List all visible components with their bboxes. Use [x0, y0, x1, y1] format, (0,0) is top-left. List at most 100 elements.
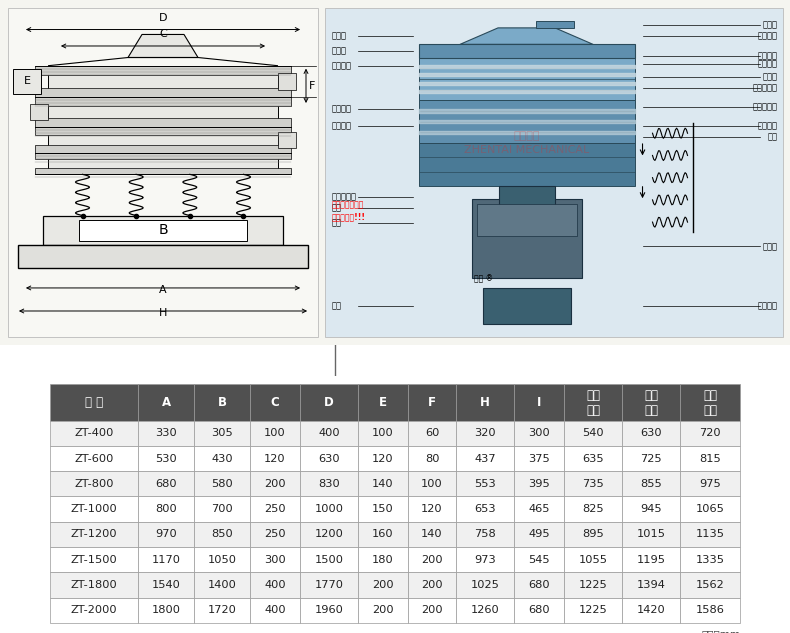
Bar — [138, 547, 194, 572]
Bar — [194, 547, 250, 572]
Bar — [514, 384, 564, 421]
Text: 800: 800 — [155, 504, 177, 514]
Bar — [456, 446, 514, 471]
Bar — [514, 471, 564, 496]
Bar — [408, 496, 456, 522]
Text: ZT-1200: ZT-1200 — [70, 529, 117, 539]
Text: F: F — [428, 396, 436, 409]
Text: 高度: 高度 — [586, 404, 600, 417]
Bar — [514, 598, 564, 623]
Bar — [194, 446, 250, 471]
Bar — [358, 496, 408, 522]
Text: 653: 653 — [474, 504, 496, 514]
Text: 1015: 1015 — [637, 529, 665, 539]
Text: ZT-1500: ZT-1500 — [70, 555, 118, 565]
Text: 运输用固定螺栓
试机时去掉!!!: 运输用固定螺栓 试机时去掉!!! — [332, 201, 366, 222]
Bar — [419, 58, 634, 100]
Text: 1800: 1800 — [152, 605, 180, 615]
Bar — [300, 471, 358, 496]
Bar — [138, 471, 194, 496]
Bar — [456, 522, 514, 547]
Bar — [472, 199, 581, 278]
Text: 305: 305 — [211, 429, 233, 438]
Text: C: C — [271, 396, 280, 409]
Text: H: H — [159, 308, 167, 318]
Bar — [138, 446, 194, 471]
Bar — [564, 384, 622, 421]
Text: 顶部框架: 顶部框架 — [332, 61, 352, 70]
Bar — [408, 547, 456, 572]
Text: ZT-400: ZT-400 — [74, 429, 114, 438]
Text: 400: 400 — [318, 429, 340, 438]
Bar — [358, 547, 408, 572]
Bar — [680, 471, 740, 496]
Bar — [194, 421, 250, 446]
Bar — [419, 44, 634, 58]
Text: 200: 200 — [372, 580, 393, 590]
Text: 200: 200 — [372, 605, 393, 615]
Polygon shape — [460, 28, 593, 44]
Text: 700: 700 — [211, 504, 233, 514]
Bar — [300, 496, 358, 522]
Text: 120: 120 — [372, 454, 393, 463]
Bar — [680, 446, 740, 471]
Bar — [514, 572, 564, 598]
Text: 140: 140 — [372, 479, 393, 489]
Text: 160: 160 — [372, 529, 393, 539]
Bar — [35, 97, 291, 106]
Bar — [300, 421, 358, 446]
Text: 200: 200 — [421, 555, 443, 565]
Text: 1335: 1335 — [695, 555, 724, 565]
Bar — [250, 547, 300, 572]
Bar — [194, 496, 250, 522]
Bar — [325, 8, 783, 337]
Text: 1720: 1720 — [208, 605, 236, 615]
Text: 1260: 1260 — [471, 605, 499, 615]
Bar — [622, 598, 680, 623]
Text: 400: 400 — [264, 580, 286, 590]
Bar — [50, 446, 138, 471]
Text: 底部框架: 底部框架 — [332, 122, 352, 130]
Bar — [408, 446, 456, 471]
Bar — [514, 496, 564, 522]
Text: 1420: 1420 — [637, 605, 665, 615]
Bar — [408, 598, 456, 623]
Text: 1135: 1135 — [695, 529, 724, 539]
Bar — [138, 496, 194, 522]
Text: 945: 945 — [640, 504, 662, 514]
Bar — [250, 446, 300, 471]
Text: 1586: 1586 — [695, 605, 724, 615]
Text: 进料口: 进料口 — [763, 20, 778, 29]
Bar — [622, 522, 680, 547]
Text: 895: 895 — [582, 529, 604, 539]
Text: 1195: 1195 — [637, 555, 665, 565]
Bar — [419, 143, 634, 186]
Bar — [8, 8, 318, 337]
Text: 120: 120 — [264, 454, 286, 463]
Bar — [300, 522, 358, 547]
Bar — [622, 547, 680, 572]
Text: 300: 300 — [264, 555, 286, 565]
Bar — [456, 471, 514, 496]
Text: 250: 250 — [264, 529, 286, 539]
Bar — [300, 384, 358, 421]
Bar — [564, 547, 622, 572]
Bar — [358, 384, 408, 421]
Text: 束环: 束环 — [332, 203, 342, 212]
Text: 855: 855 — [640, 479, 662, 489]
Bar — [50, 471, 138, 496]
Text: 振体: 振体 — [768, 132, 778, 141]
Text: 球形清洁板: 球形清洁板 — [753, 84, 778, 93]
Bar — [408, 522, 456, 547]
Bar — [35, 87, 291, 97]
Bar — [50, 547, 138, 572]
Text: 825: 825 — [582, 504, 604, 514]
Bar — [564, 572, 622, 598]
Bar — [564, 421, 622, 446]
Bar — [50, 384, 138, 421]
Bar — [30, 104, 48, 120]
Text: 758: 758 — [474, 529, 496, 539]
Bar — [536, 22, 574, 28]
Text: 1050: 1050 — [208, 555, 236, 565]
Text: 底座: 底座 — [332, 301, 342, 311]
